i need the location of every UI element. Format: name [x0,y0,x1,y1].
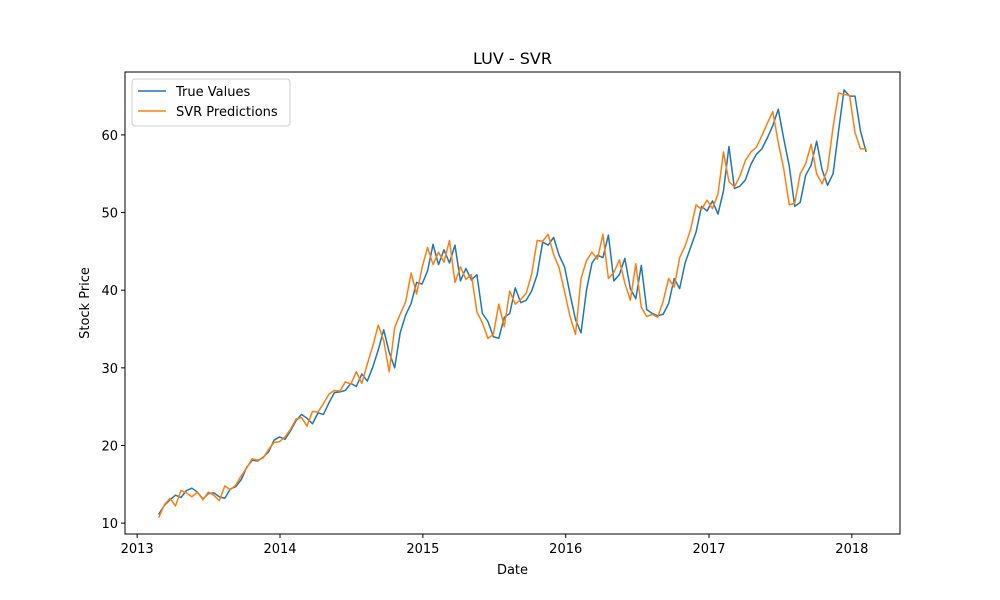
y-tick-label: 50 [101,207,118,222]
y-axis-label: Stock Price [78,267,93,339]
x-tick-label: 2016 [549,542,582,557]
legend: True Values SVR Predictions [131,78,291,127]
series-line-true-values [158,89,867,515]
series-layer [158,89,867,518]
x-tick-label: 2015 [406,542,439,557]
x-tick-label: 2014 [263,542,296,557]
x-tick-label: 2013 [121,542,154,557]
legend-label: True Values [175,85,250,100]
x-tick-label: 2017 [692,542,725,557]
chart-title: LUV - SVR [473,49,552,68]
plot-area [124,71,901,535]
y-tick-label: 30 [101,362,118,377]
y-tick-label: 60 [101,129,118,144]
y-tick-label: 10 [101,517,118,532]
y-tick-label: 40 [101,284,118,299]
x-axis-ticks: 2013 2014 2015 2016 2017 2018 [121,534,868,557]
x-axis-label: Date [497,563,528,578]
y-axis-ticks: 10 20 30 40 50 60 [101,129,125,532]
legend-label: SVR Predictions [176,105,278,120]
series-line-svr-predictions [158,92,867,518]
y-tick-label: 20 [101,439,118,454]
x-tick-label: 2018 [835,542,868,557]
legend-box [131,78,291,127]
plot-frame [124,71,901,535]
